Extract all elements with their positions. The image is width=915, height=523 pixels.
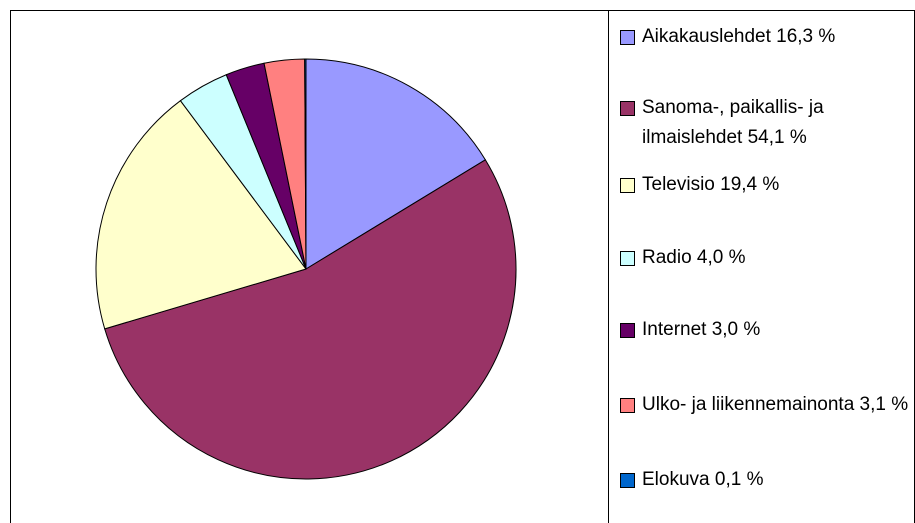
legend-swatch	[620, 101, 635, 116]
legend-swatch	[620, 323, 635, 338]
legend-entry: Elokuva 0,1 %	[620, 465, 910, 495]
legend-entry: Aikakauslehdet 16,3 %	[620, 22, 910, 52]
legend-label: Ulko- ja liikennemainonta 3,1 %	[642, 394, 909, 415]
pie-slice	[305, 58, 487, 270]
legend-label: Sanoma-, paikallis- ja ilmaislehdet 54,1…	[642, 97, 824, 148]
legend-label: Radio 4,0 %	[642, 247, 746, 268]
pie-slice	[304, 58, 307, 270]
legend-swatch	[620, 30, 635, 45]
legend-label: Aikakauslehdet 16,3 %	[642, 26, 836, 47]
legend-entry: Televisio 19,4 %	[620, 170, 910, 200]
legend-swatch	[620, 473, 635, 488]
legend-entry: Sanoma-, paikallis- ja ilmaislehdet 54,1…	[620, 93, 910, 153]
legend-label: Elokuva 0,1 %	[642, 469, 764, 490]
legend-label: Internet 3,0 %	[642, 319, 761, 340]
legend-swatch	[620, 251, 635, 266]
legend-label: Televisio 19,4 %	[642, 174, 780, 195]
legend-entry: Internet 3,0 %	[620, 315, 910, 345]
pie-slice	[95, 99, 307, 330]
legend-entry: Radio 4,0 %	[620, 243, 910, 273]
pie-slice	[104, 159, 517, 480]
legend-swatch	[620, 178, 635, 193]
legend-swatch	[620, 398, 635, 413]
legend-entry: Ulko- ja liikennemainonta 3,1 %	[620, 390, 910, 420]
